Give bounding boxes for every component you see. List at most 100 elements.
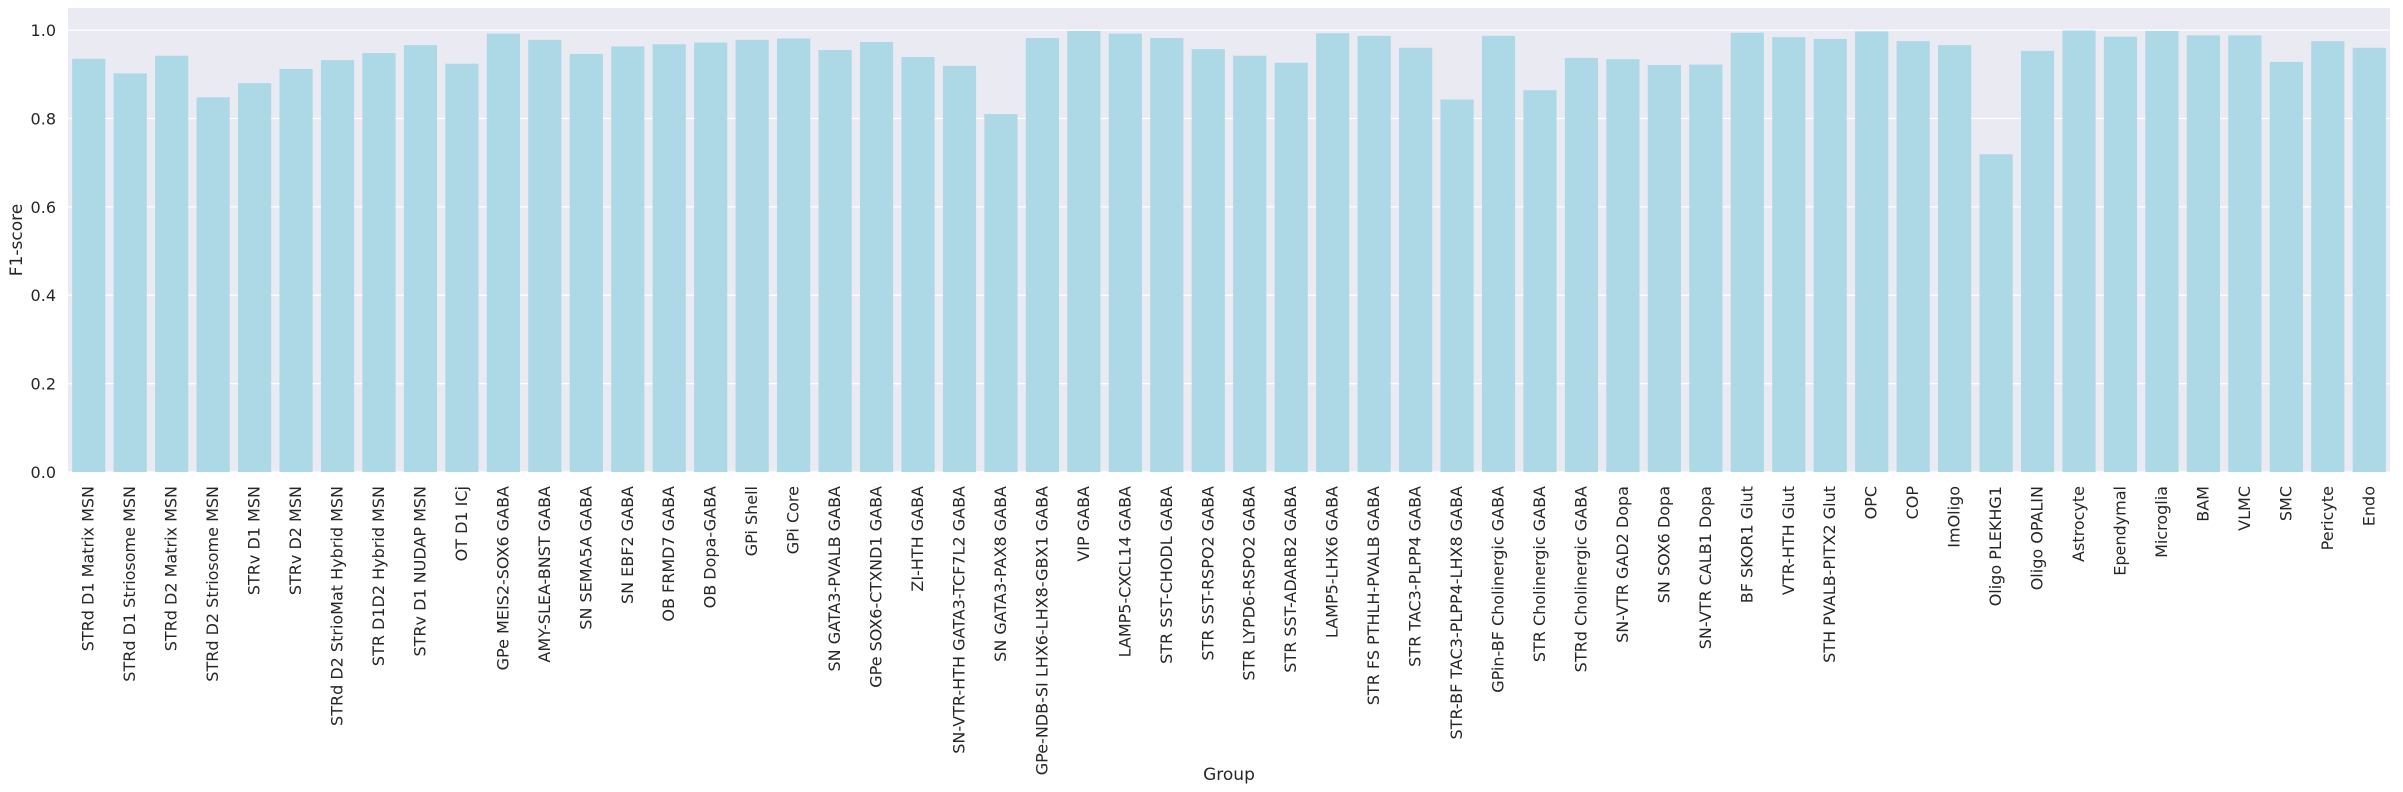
x-tick-label: STRd D1 Matrix MSN xyxy=(79,486,98,651)
bar xyxy=(403,45,438,473)
bar xyxy=(2311,41,2345,473)
bar xyxy=(818,49,852,472)
x-tick-label: STRd D2 Matrix MSN xyxy=(162,486,181,651)
bar xyxy=(1108,33,1142,472)
x-tick-label: VTR-HTH Glut xyxy=(1779,486,1798,595)
x-axis-ticks: STRd D1 Matrix MSN STRd D1 Striosome MSN S… xyxy=(79,486,2379,776)
x-tick-label: LAMP5-CXCL14 GABA xyxy=(1115,486,1134,657)
bar xyxy=(1191,49,1225,473)
x-tick-label: ImOligo xyxy=(1945,486,1964,548)
bar xyxy=(1316,33,1350,473)
bar xyxy=(238,83,272,472)
x-tick-label: SN-VTR-HTH GATA3-TCF7L2 GABA xyxy=(949,486,968,754)
x-tick-label: STR LYPD6-RSPO2 GABA xyxy=(1240,486,1259,681)
bar xyxy=(1938,45,1972,473)
bar xyxy=(694,42,728,473)
bar xyxy=(1481,35,1516,473)
x-tick-label: OB FRMD7 GABA xyxy=(659,486,678,622)
y-tick-label: 1.0 xyxy=(31,21,56,40)
x-tick-label: SN EBF2 GABA xyxy=(618,486,637,604)
x-tick-label: GPe SOX6-CTXND1 GABA xyxy=(867,486,886,688)
x-tick-label: BF SKOR1 Glut xyxy=(1737,486,1756,603)
bar xyxy=(1896,41,1930,473)
bar xyxy=(2269,61,2303,472)
bar xyxy=(113,73,147,472)
x-tick-label: STR Cholinergic GABA xyxy=(1530,486,1549,662)
y-tick-label: 0.4 xyxy=(31,286,56,305)
x-tick-label: Oligo OPALIN xyxy=(2028,486,2047,590)
x-tick-label: STRv D2 MSN xyxy=(286,486,305,595)
x-tick-label: Ependymal xyxy=(2110,486,2129,576)
x-tick-label: Astrocyte xyxy=(2069,486,2088,562)
bar xyxy=(486,33,520,472)
bar xyxy=(1440,99,1474,472)
bar xyxy=(2186,35,2220,472)
x-tick-label: ZI-HTH GABA xyxy=(908,486,927,592)
bar xyxy=(2352,47,2386,473)
bar xyxy=(2020,50,2055,473)
bar xyxy=(1647,65,1681,473)
x-tick-label: Pericyte xyxy=(2318,486,2337,550)
bar xyxy=(1564,57,1599,472)
bar xyxy=(1979,154,2013,472)
bar xyxy=(859,42,894,472)
bar xyxy=(1772,37,1806,473)
y-tick-label: 0.0 xyxy=(31,463,56,482)
bar xyxy=(1689,64,1723,472)
bar xyxy=(1233,55,1267,473)
bar xyxy=(942,65,977,472)
x-tick-label: Endo xyxy=(2359,486,2378,526)
bar xyxy=(652,44,686,472)
bar xyxy=(2228,35,2262,472)
x-tick-label: SN-VTR CALB1 Dopa xyxy=(1696,486,1715,649)
bar xyxy=(72,58,106,473)
bar xyxy=(984,114,1018,473)
bar xyxy=(362,53,396,473)
bar xyxy=(1274,62,1308,472)
x-tick-label: STR SST-CHODL GABA xyxy=(1157,486,1176,664)
x-tick-label: STRv D1 NUDAP MSN xyxy=(410,486,429,657)
bar xyxy=(1730,32,1764,472)
x-tick-label: COP xyxy=(1903,486,1922,520)
bar xyxy=(528,39,562,473)
x-tick-label: OPC xyxy=(1862,486,1881,519)
bar xyxy=(2103,36,2138,472)
x-tick-label: SN-VTR GAD2 Dopa xyxy=(1613,486,1632,643)
bars xyxy=(72,30,2386,473)
x-tick-label: GPe MEIS2-SOX6 GABA xyxy=(493,486,512,670)
x-tick-label: LAMP5-LHX6 GABA xyxy=(1323,486,1342,638)
x-tick-label: AMY-SLEA-BNST GABA xyxy=(535,486,554,663)
bar xyxy=(777,38,811,473)
y-tick-label: 0.8 xyxy=(31,109,56,128)
x-axis-label: Group xyxy=(1203,765,1255,785)
y-axis-ticks: 0.0 0.2 0.4 0.6 0.8 1.0 xyxy=(31,21,56,482)
bar xyxy=(1067,30,1101,473)
x-tick-label: SN SEMA5A GABA xyxy=(576,486,595,630)
x-tick-label: STRd D2 StrioMat Hybrid MSN xyxy=(328,486,347,726)
x-tick-label: SN SOX6 Dopa xyxy=(1654,486,1673,603)
bar xyxy=(196,97,230,472)
x-tick-label: STR D1D2 Hybrid MSN xyxy=(369,486,388,666)
bar xyxy=(2062,30,2096,473)
x-tick-label: GPe-NDB-SI LHX6-LHX8-GBX1 GABA xyxy=(1032,486,1051,775)
bar xyxy=(569,53,603,472)
y-tick-label: 0.6 xyxy=(31,198,56,217)
bar xyxy=(2145,30,2179,473)
bar xyxy=(1855,31,1889,472)
x-tick-label: SMC xyxy=(2276,486,2295,521)
x-tick-label: VLMC xyxy=(2235,486,2254,531)
bar xyxy=(735,39,769,473)
x-tick-label: BAM xyxy=(2193,486,2212,522)
x-tick-label: STR SST-ADARB2 GABA xyxy=(1281,486,1300,673)
x-tick-label: OB Dopa-GABA xyxy=(701,486,720,608)
bar xyxy=(1606,59,1640,472)
x-tick-label: Microglia xyxy=(2152,486,2171,558)
x-tick-label: STR TAC3-PLPP4 GABA xyxy=(1406,486,1425,667)
bar xyxy=(1025,38,1059,472)
x-tick-label: STR FS PTHLH-PVALB GABA xyxy=(1364,486,1383,705)
x-tick-label: STRd D2 Striosome MSN xyxy=(203,486,222,682)
x-tick-label: VIP GABA xyxy=(1074,486,1093,562)
x-tick-label: GPin-BF Cholinergic GABA xyxy=(1489,486,1508,693)
x-tick-label: GPi Shell xyxy=(742,486,761,556)
